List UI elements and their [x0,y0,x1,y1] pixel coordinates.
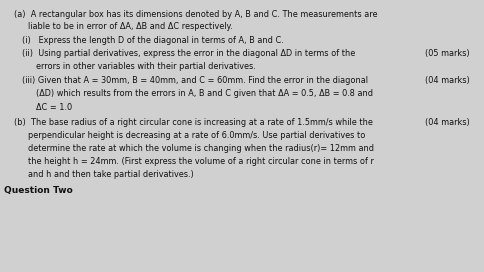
Text: (04 marks): (04 marks) [425,76,470,85]
Text: (b)  The base radius of a right circular cone is increasing at a rate of 1.5mm/s: (b) The base radius of a right circular … [14,118,373,127]
Text: and h and then take partial derivatives.): and h and then take partial derivatives.… [28,170,194,179]
Text: (iii) Given that A = 30mm, B = 40mm, and C = 60mm. Find the error in the diagona: (iii) Given that A = 30mm, B = 40mm, and… [22,76,368,85]
Text: liable to be in error of ΔA, ΔB and ΔC respectively.: liable to be in error of ΔA, ΔB and ΔC r… [28,22,233,31]
Text: (i)   Express the length D of the diagonal in terms of A, B and C.: (i) Express the length D of the diagonal… [22,36,284,45]
Text: the height h = 24mm. (First express the volume of a right circular cone in terms: the height h = 24mm. (First express the … [28,157,374,166]
Text: (a)  A rectangular box has its dimensions denoted by A, B and C. The measurement: (a) A rectangular box has its dimensions… [14,10,378,19]
Text: (ΔD) which results from the errors in A, B and C given that ΔA = 0.5, ΔB = 0.8 a: (ΔD) which results from the errors in A,… [36,89,373,98]
Text: (ii)  Using partial derivatives, express the error in the diagonal ΔD in terms o: (ii) Using partial derivatives, express … [22,49,355,58]
Text: ΔC = 1.0: ΔC = 1.0 [36,103,72,112]
Text: errors in other variables with their partial derivatives.: errors in other variables with their par… [36,62,256,71]
Text: (05 marks): (05 marks) [425,49,470,58]
Text: determine the rate at which the volume is changing when the radius(r)= 12mm and: determine the rate at which the volume i… [28,144,374,153]
Text: (04 marks): (04 marks) [425,118,470,127]
Text: Question Two: Question Two [4,186,73,195]
Text: perpendicular height is decreasing at a rate of 6.0mm/s. Use partial derivatives: perpendicular height is decreasing at a … [28,131,365,140]
